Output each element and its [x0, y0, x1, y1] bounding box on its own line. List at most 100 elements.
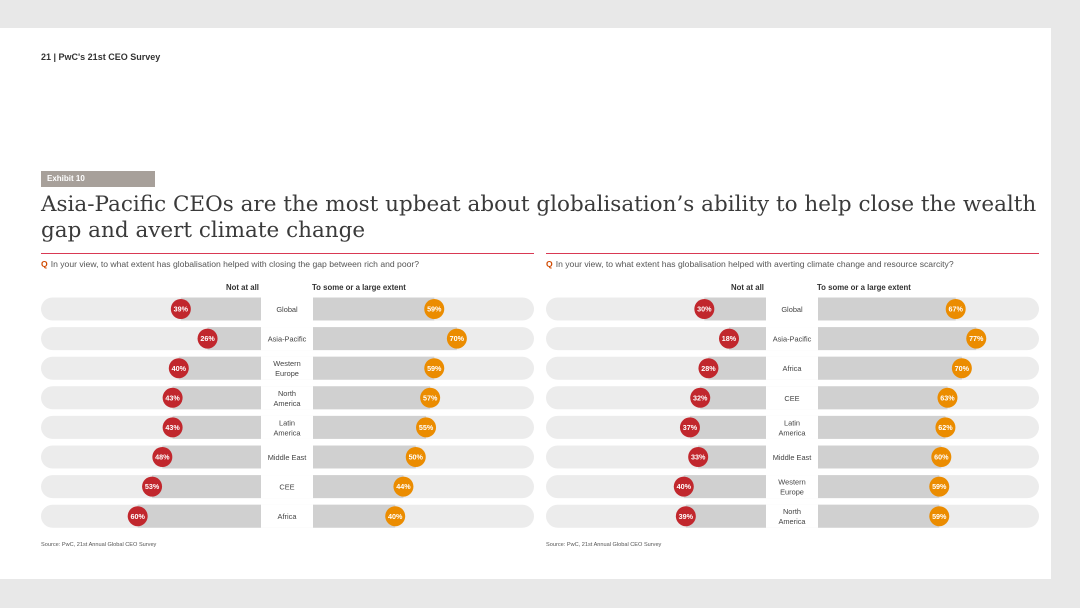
value-marker-not-at-all [142, 476, 163, 497]
value-marker-large-extent [424, 358, 445, 379]
category-label: Latin [279, 418, 295, 427]
value-marker-large-extent [416, 417, 437, 438]
value-label-not-at-all: 39% [174, 305, 189, 314]
category-gap [261, 445, 313, 469]
category-gap [766, 445, 818, 469]
value-label-large-extent: 59% [427, 305, 442, 314]
value-label-not-at-all: 53% [145, 482, 160, 491]
value-marker-not-at-all [170, 299, 191, 319]
report-page: 21 | PwC's 21st CEO Survey Exhibit 10 As… [0, 28, 1051, 579]
bar-not-at-all [178, 356, 261, 380]
question-label: In your view, to what extent has globali… [50, 259, 420, 269]
value-label-not-at-all: 43% [165, 423, 180, 432]
bar-not-at-all [180, 297, 261, 321]
category-label: CEE [784, 394, 799, 403]
category-label: Latin [784, 418, 800, 427]
bar-large-extent [818, 356, 962, 380]
bar-not-at-all [704, 297, 766, 321]
bar-large-extent [313, 415, 427, 439]
category-label: Europe [275, 369, 299, 378]
category-label: America [778, 517, 806, 526]
value-label-not-at-all: 39% [679, 512, 694, 521]
bar-not-at-all [152, 475, 261, 499]
value-marker-not-at-all [719, 328, 740, 349]
value-label-large-extent: 44% [396, 482, 411, 491]
value-marker-large-extent [951, 358, 972, 379]
category-label: America [273, 399, 301, 408]
value-label-large-extent: 50% [409, 453, 424, 462]
value-label-large-extent: 70% [450, 334, 465, 343]
value-label-not-at-all: 30% [697, 305, 712, 314]
category-label: Europe [780, 488, 804, 497]
value-label-large-extent: 63% [940, 393, 955, 402]
value-marker-large-extent [966, 328, 987, 349]
question-text: Q In your view, to what extent has global… [546, 259, 954, 269]
category-gap [261, 386, 313, 410]
value-marker-not-at-all [162, 417, 183, 438]
value-marker-large-extent [385, 506, 406, 527]
category-label: Western [778, 478, 805, 487]
category-label: America [778, 428, 806, 437]
value-label-not-at-all: 40% [677, 482, 692, 491]
value-marker-not-at-all [168, 358, 189, 379]
value-marker-not-at-all [698, 358, 719, 379]
category-label: Africa [783, 364, 803, 373]
category-gap [766, 475, 818, 499]
category-label: Asia-Pacific [773, 335, 812, 344]
bar-large-extent [818, 475, 940, 499]
bar-not-at-all [172, 386, 261, 410]
value-label-large-extent: 60% [934, 453, 949, 462]
category-gap [261, 356, 313, 380]
value-marker-not-at-all [690, 387, 711, 408]
category-gap [261, 504, 313, 528]
exhibit-title: Asia-Pacific CEOs are the most upbeat ab… [41, 192, 1037, 243]
value-label-not-at-all: 26% [200, 334, 215, 343]
value-marker-large-extent [393, 476, 414, 497]
value-label-large-extent: 59% [427, 364, 442, 373]
category-label: Middle East [268, 453, 307, 462]
bar-not-at-all [698, 445, 766, 469]
bar-large-extent [818, 327, 977, 351]
bar-not-at-all [700, 386, 766, 410]
category-gap [766, 415, 818, 439]
value-label-not-at-all: 32% [693, 393, 708, 402]
bar-not-at-all [207, 327, 261, 351]
bar-large-extent [313, 327, 457, 351]
value-marker-not-at-all [197, 328, 218, 349]
category-gap [261, 415, 313, 439]
bar-large-extent [818, 445, 942, 469]
bar-not-at-all [685, 504, 766, 528]
category-gap [261, 327, 313, 351]
bar-large-extent [313, 356, 435, 380]
value-marker-large-extent [420, 387, 441, 408]
value-label-large-extent: 67% [949, 305, 964, 314]
question-text: Q In your view, to what extent has global… [41, 259, 419, 269]
bar-not-at-all [162, 445, 261, 469]
bar-large-extent [313, 386, 431, 410]
value-label-large-extent: 40% [388, 512, 403, 521]
bar-large-extent [313, 445, 416, 469]
not-at-all-header: Not at all [226, 283, 259, 292]
value-label-large-extent: 55% [419, 423, 434, 432]
value-marker-large-extent [931, 447, 952, 467]
category-gap [766, 327, 818, 351]
value-marker-large-extent [424, 299, 445, 319]
bar-not-at-all [137, 504, 261, 528]
category-label: CEE [279, 483, 294, 492]
value-marker-large-extent [945, 299, 966, 319]
value-label-not-at-all: 18% [722, 334, 737, 343]
large-extent-header: To some or a large extent [312, 283, 406, 292]
category-label: North [783, 507, 801, 516]
value-marker-not-at-all [152, 447, 173, 467]
value-label-large-extent: 70% [955, 364, 970, 373]
bar-large-extent [818, 415, 946, 439]
value-label-large-extent: 57% [423, 393, 438, 402]
bar-not-at-all [683, 475, 766, 499]
value-label-not-at-all: 43% [165, 393, 180, 402]
category-label: Asia-Pacific [268, 335, 307, 344]
category-label: Africa [278, 512, 298, 521]
value-label-large-extent: 77% [969, 334, 984, 343]
category-label: Global [276, 305, 298, 314]
value-label-not-at-all: 40% [172, 364, 187, 373]
value-marker-not-at-all [679, 417, 700, 438]
